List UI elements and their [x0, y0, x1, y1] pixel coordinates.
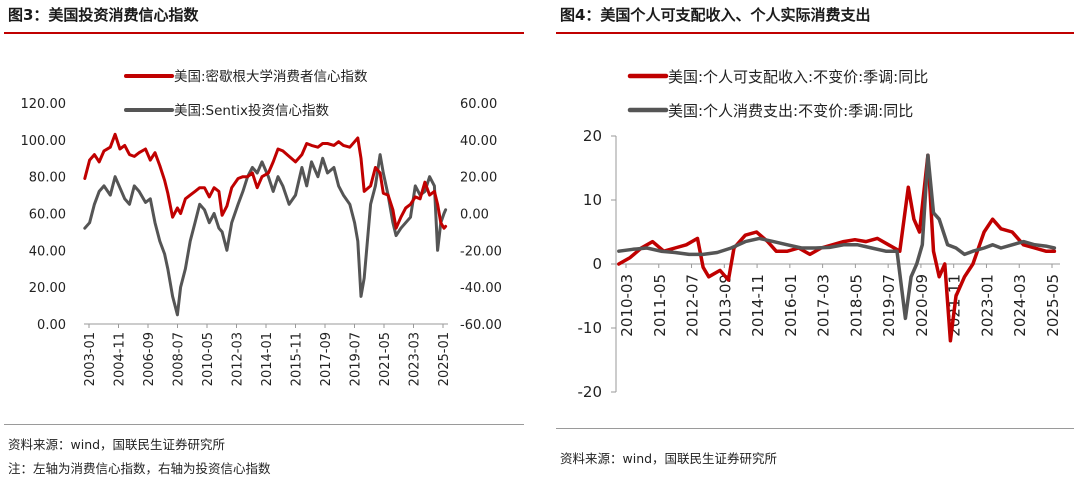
- x-tick-label: 2011-05: [651, 274, 669, 337]
- x-tick-label: 2024-03: [1011, 274, 1029, 337]
- x-tick-label: 2018-05: [847, 274, 865, 337]
- figure-4-panel: 图4：美国个人可支配收入、个人实际消费支出 -20 -10 0 10 20 2010-03…: [552, 0, 1080, 479]
- title-underline: [556, 32, 1074, 34]
- source-divider: [556, 428, 1074, 429]
- x-tick-label: 2023-01: [978, 274, 996, 337]
- x-tick-label: 2025-01: [437, 332, 452, 386]
- sentix-investment-line: [83, 153, 448, 317]
- y-tick-label: -20: [578, 383, 603, 401]
- x-tick-label: 2019-07: [880, 274, 898, 337]
- y-left-tick-label: 80.00: [29, 171, 66, 186]
- x-tick-label: 2004-11: [113, 332, 128, 386]
- x-tick-label: 2014-11: [749, 274, 767, 337]
- x-tick-label: 2020-09: [913, 274, 931, 337]
- y-right-tick-label: 20.00: [460, 171, 497, 186]
- y-left-tick-label: 20.00: [29, 281, 66, 296]
- y-right-tick-label: 60.00: [460, 97, 497, 112]
- figure-3-panel: 图3：美国投资消费信心指数 0.00 20.00 40.00 60.00 80.00 10…: [0, 0, 530, 479]
- y-right-tick-label: -40.00: [460, 281, 502, 296]
- investment-consumer-confidence-chart: 0.00 20.00 40.00 60.00 80.00 100.00 120.00 -60.…: [21, 68, 502, 386]
- x-tick-label: 2019-07: [349, 332, 364, 386]
- x-tick-label: 2021-05: [378, 332, 393, 386]
- y-left-tick-label: 60.00: [29, 208, 66, 223]
- title-underline: [4, 32, 524, 34]
- figure-4-title: 图4：美国个人可支配收入、个人实际消费支出: [560, 6, 871, 24]
- x-tick-label: 2012-03: [231, 332, 246, 386]
- x-tick-label: 2013-09: [716, 274, 734, 337]
- disposable-income-line: [617, 153, 1057, 343]
- axes: 0.00 20.00 40.00 60.00 80.00 100.00 120.00 -60.…: [21, 97, 502, 386]
- figure-3-title: 图3：美国投资消费信心指数: [8, 6, 199, 24]
- source-text: 资料来源：wind，国联民生证券研究所: [8, 437, 226, 452]
- legend-label: 美国:Sentix投资信心指数: [174, 103, 330, 119]
- y-tick-label: 20: [583, 127, 602, 145]
- y-tick-label: 0: [592, 255, 602, 273]
- consumer-confidence-line: [83, 132, 448, 230]
- x-tick-label: 2023-03: [408, 332, 423, 386]
- series-lines: [617, 153, 1057, 343]
- income-consumption-chart: -20 -10 0 10 20 2010-03 2011-05 2012-07 2013-09 2…: [578, 68, 1063, 401]
- x-tick-label: 2006-09: [142, 332, 157, 386]
- x-tick-label: 2017-03: [815, 274, 833, 337]
- x-tick-label: 2012-07: [684, 274, 702, 337]
- series-lines: [83, 132, 448, 317]
- y-left-tick-label: 120.00: [21, 97, 67, 112]
- y-right-tick-label: -20.00: [460, 244, 502, 259]
- note-text: 注：左轴为消费信心指数，右轴为投资信心指数: [8, 461, 271, 476]
- x-tick-label: 2015-11: [290, 332, 305, 386]
- legend-label: 美国:个人消费支出:不变价:季调:同比: [668, 102, 913, 120]
- source-text: 资料来源：wind，国联民生证券研究所: [560, 451, 778, 466]
- x-tick-label: 2014-01: [260, 332, 275, 386]
- y-left-tick-label: 100.00: [21, 134, 67, 149]
- x-tick-label: 2017-09: [319, 332, 334, 386]
- y-right-tick-label: 40.00: [460, 134, 497, 149]
- x-tick-label: 2008-07: [172, 332, 187, 386]
- y-right-tick-label: 0.00: [460, 208, 489, 223]
- source-divider: [4, 424, 524, 425]
- legend-label: 美国:密歇根大学消费者信心指数: [174, 68, 368, 85]
- axes: -20 -10 0 10 20 2010-03 2011-05 2012-07 2013-09 2…: [578, 127, 1063, 401]
- consumption-expenditure-line: [617, 153, 1057, 321]
- x-tick-label: 2010-03: [618, 274, 636, 337]
- y-right-tick-label: -60.00: [460, 318, 502, 333]
- y-left-tick-label: 40.00: [29, 244, 66, 259]
- x-tick-label: 2025-05: [1044, 274, 1062, 337]
- y-tick-label: -10: [578, 319, 603, 337]
- x-tick-label: 2010-05: [201, 332, 216, 386]
- y-tick-label: 10: [583, 191, 602, 209]
- x-tick-label: 2016-01: [782, 274, 800, 337]
- x-tick-label: 2003-01: [83, 332, 98, 386]
- y-left-tick-label: 0.00: [37, 318, 66, 333]
- legend-label: 美国:个人可支配收入:不变价:季调:同比: [668, 68, 928, 86]
